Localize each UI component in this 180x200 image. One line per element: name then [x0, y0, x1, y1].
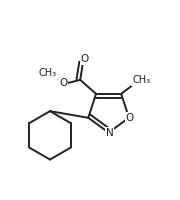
Text: CH₃: CH₃	[39, 68, 57, 78]
Text: CH₃: CH₃	[132, 75, 150, 85]
Text: O: O	[126, 113, 134, 123]
Text: O: O	[80, 54, 89, 64]
Text: N: N	[106, 128, 113, 138]
Text: O: O	[59, 78, 67, 88]
